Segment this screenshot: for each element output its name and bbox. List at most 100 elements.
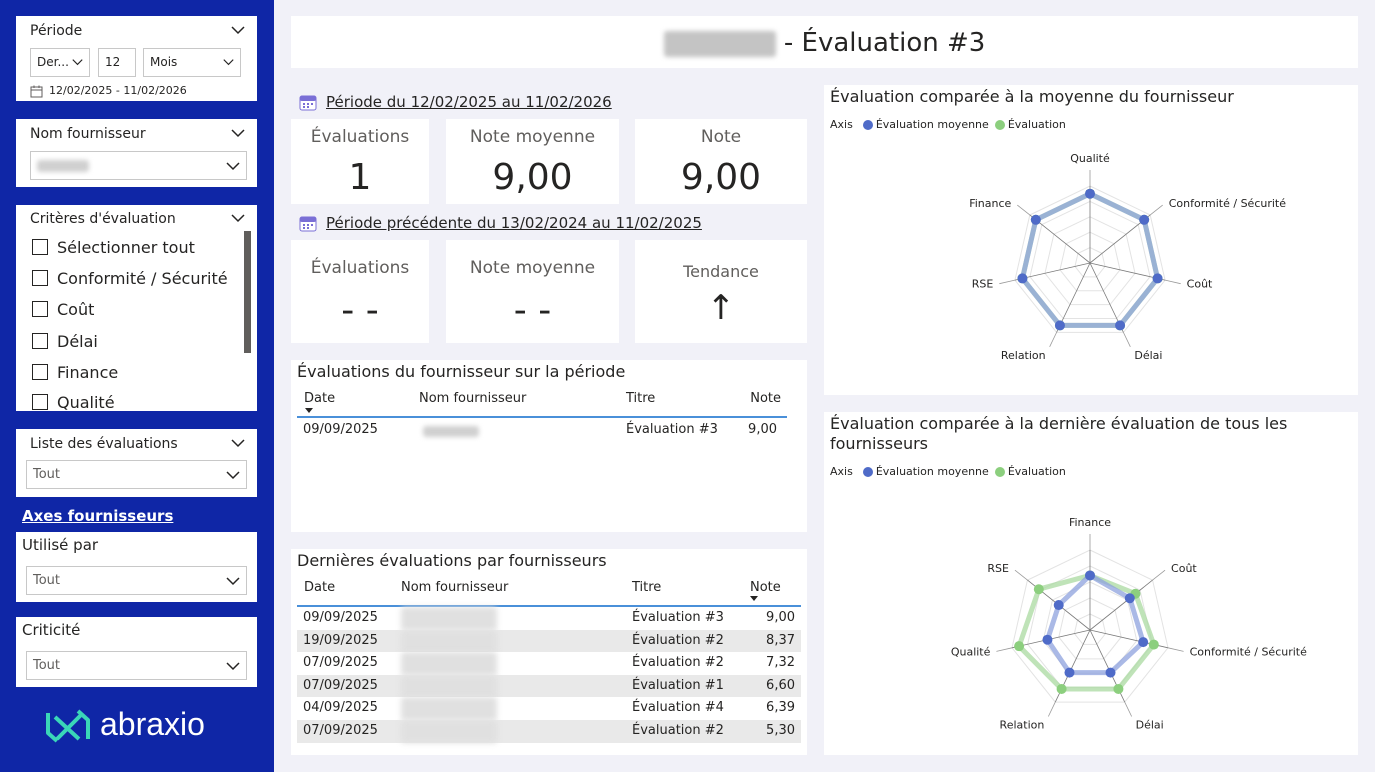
radar-grid-ring <box>1059 231 1121 292</box>
kpi-value: 1 <box>348 157 372 198</box>
radar-grid-ring <box>1029 200 1151 319</box>
criteres-scrollbar[interactable] <box>244 231 251 353</box>
fournisseur-dropdown[interactable] <box>30 151 247 180</box>
kpi-card-note-moyenne: Note moyenne 9,00 <box>446 119 619 204</box>
sidebar: Période Der... 12 Mois 12/02/2025 - 11/0… <box>0 0 274 772</box>
utilise-slicer: Utilisé par Tout <box>16 532 257 602</box>
utilise-dropdown[interactable]: Tout <box>26 566 247 595</box>
kpi-card-prev-evaluations: Évaluations - - <box>291 240 429 343</box>
checkbox[interactable] <box>32 364 48 380</box>
radar-axis-label: Coût <box>1171 562 1197 575</box>
criticite-dropdown[interactable]: Tout <box>26 651 247 680</box>
redacted-supplier-name <box>423 426 479 437</box>
table-row[interactable]: 07/09/2025 Évaluation #2 5,30 <box>297 720 801 743</box>
column-header-note[interactable]: Note <box>750 580 781 595</box>
cell-date: 09/09/2025 <box>303 422 378 437</box>
current-period-text: Période du 12/02/2025 au 11/02/2026 <box>326 93 612 111</box>
criteres-item-cout[interactable]: Coût <box>32 298 94 320</box>
criteres-item-delai[interactable]: Délai <box>32 330 98 352</box>
chevron-down-icon <box>226 577 240 586</box>
table-row[interactable]: 07/09/2025 Évaluation #1 6,60 <box>297 674 801 698</box>
periode-unit-value: Mois <box>150 55 178 69</box>
table-row[interactable]: 09/09/2025 Évaluation #3 9,00 <box>297 607 801 630</box>
kpi-label: Évaluations <box>310 258 410 278</box>
radar-axis-label: Coût <box>1187 278 1213 291</box>
column-header-fournisseur[interactable]: Nom fournisseur <box>419 391 527 406</box>
legend-dot-moyenne <box>862 466 873 477</box>
radar-leader-line <box>1149 204 1163 216</box>
sort-desc-icon <box>305 408 313 413</box>
legend-axis-label: Axis <box>830 118 853 131</box>
cell-date: 07/09/2025 <box>303 723 378 738</box>
radar-point <box>1085 188 1095 199</box>
radar-grid-ring <box>1058 597 1122 660</box>
radar-point <box>1042 634 1053 645</box>
radar-spoke <box>1089 579 1153 631</box>
radar-point <box>1124 593 1135 604</box>
periode-unit-dropdown[interactable]: Mois <box>143 48 241 77</box>
criteres-item-qualite[interactable]: Qualité <box>32 391 115 411</box>
kpi-value: - - <box>513 290 552 331</box>
radar-leader-line <box>999 279 1016 285</box>
column-header-fournisseur[interactable]: Nom fournisseur <box>401 580 509 595</box>
checkbox[interactable] <box>32 333 48 349</box>
chevron-down-icon[interactable] <box>231 25 245 35</box>
radar-axis-label: Délai <box>1136 718 1164 731</box>
checkbox[interactable] <box>32 239 48 255</box>
chevron-down-icon <box>72 59 83 66</box>
cell-titre: Évaluation #2 <box>632 655 724 671</box>
chevron-down-icon[interactable] <box>231 438 245 448</box>
radar-point <box>1115 320 1126 331</box>
fournisseur-slicer: Nom fournisseur <box>16 119 257 187</box>
column-header-titre[interactable]: Titre <box>626 391 656 406</box>
legend-dot-moyenne <box>862 119 873 130</box>
kpi-label: Note <box>700 127 742 147</box>
criteres-item-select-all[interactable]: Sélectionner tout <box>32 236 195 258</box>
radar-spoke <box>1014 262 1091 281</box>
radar-point <box>1085 570 1095 581</box>
radar-point <box>1033 584 1044 595</box>
cell-note: 5,30 <box>766 723 795 738</box>
abraxio-logo-text: abraxio <box>100 706 205 742</box>
periode-count-input[interactable]: 12 <box>98 48 136 77</box>
periode-count-value: 12 <box>105 55 121 69</box>
column-header-date[interactable]: Date <box>304 580 336 595</box>
radar-leader-line <box>1164 279 1181 285</box>
radar-leader-line <box>1124 701 1133 717</box>
criteres-item-conformite[interactable]: Conformité / Sécurité <box>32 267 228 289</box>
column-header-note[interactable]: Note <box>750 391 781 406</box>
cell-titre: Évaluation #3 <box>632 610 724 625</box>
kpi-card-tendance: Tendance ↑ <box>635 240 807 343</box>
previous-period-heading: Période précédente du 13/02/2024 au 11/0… <box>299 214 702 232</box>
checkbox[interactable] <box>32 301 48 317</box>
column-header-titre[interactable]: Titre <box>632 580 662 595</box>
table-row[interactable]: 09/09/2025 Évaluation #3 9,00 <box>297 418 801 441</box>
kpi-value: 9,00 <box>492 157 573 198</box>
checkbox[interactable] <box>32 270 48 286</box>
calendar-icon[interactable] <box>30 85 43 98</box>
radar-leader-line <box>1167 647 1184 652</box>
criticite-value: Tout <box>33 658 61 673</box>
chevron-down-icon[interactable] <box>231 128 245 138</box>
table-row[interactable]: 19/09/2025 Évaluation #2 8,37 <box>297 629 801 653</box>
redacted-supplier-name <box>663 30 776 57</box>
cell-note: 6,39 <box>766 700 795 716</box>
radar-leader-line <box>1123 332 1131 347</box>
criteres-item-finance[interactable]: Finance <box>32 361 118 383</box>
chart-title: Évaluation comparée à la moyenne du four… <box>830 87 1234 106</box>
calendar-icon <box>299 216 317 231</box>
liste-dropdown[interactable]: Tout <box>26 460 247 489</box>
column-header-date[interactable]: Date <box>304 391 336 406</box>
axes-fournisseurs-link[interactable]: Axes fournisseurs <box>22 507 174 525</box>
radar-point <box>1152 273 1163 284</box>
table-row[interactable]: 04/09/2025 Évaluation #4 6,39 <box>297 697 801 721</box>
chevron-down-icon[interactable] <box>231 213 245 223</box>
radar-point <box>1054 320 1065 331</box>
cell-titre: Évaluation #1 <box>632 677 724 693</box>
periode-mode-dropdown[interactable]: Der... <box>30 48 90 77</box>
table-row[interactable]: 07/09/2025 Évaluation #2 7,32 <box>297 652 801 676</box>
checkbox[interactable] <box>32 394 48 410</box>
radar-axis-label: Relation <box>1000 718 1045 731</box>
table-title: Évaluations du fournisseur sur la périod… <box>297 362 626 381</box>
kpi-label: Note moyenne <box>469 258 596 278</box>
